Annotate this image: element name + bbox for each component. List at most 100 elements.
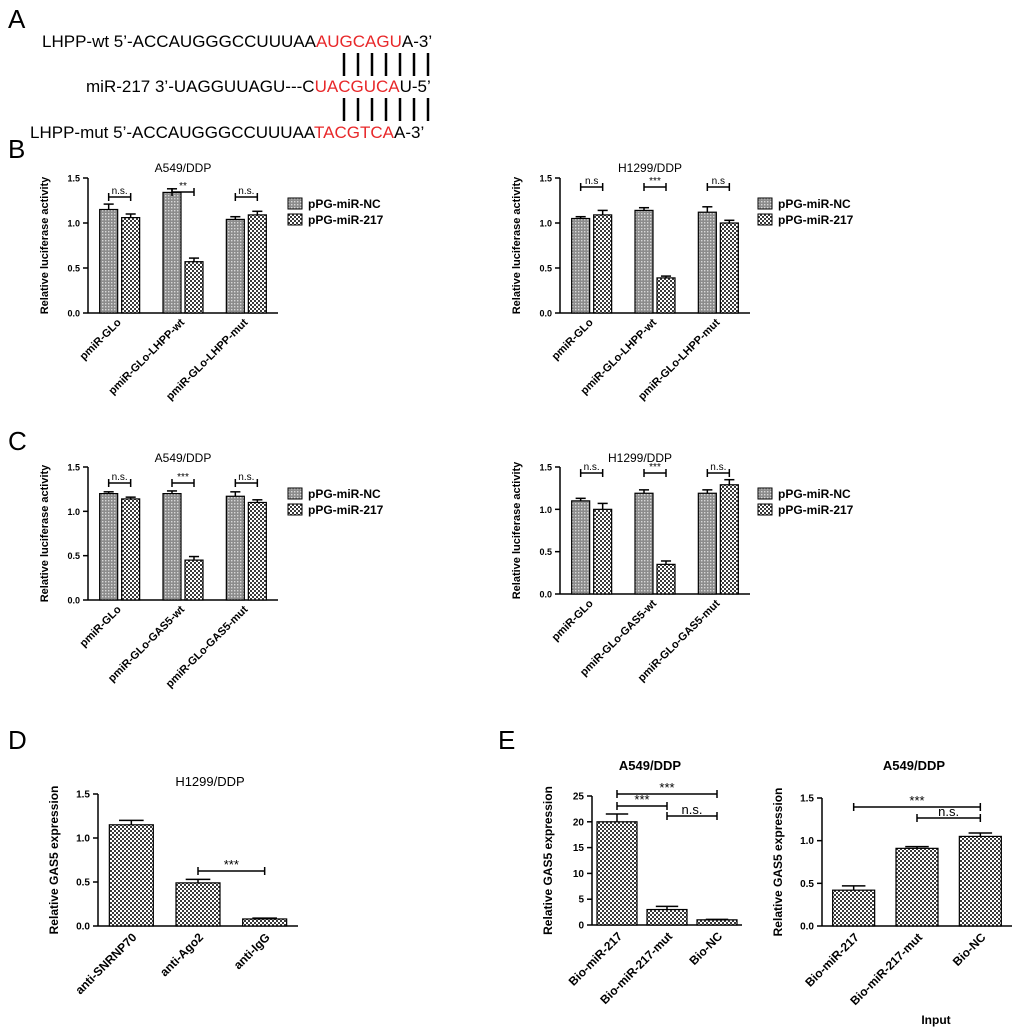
seq-mir-prefix: miR-217 3’-UAGGUUAGU---C — [86, 77, 315, 96]
y-tick-label: 0 — [578, 921, 584, 932]
panel-letter-a: A — [8, 4, 26, 34]
y-tick-label: 0.5 — [67, 264, 80, 274]
bar — [184, 559, 204, 601]
chart-c-h1299: H1299/DDP Relative luciferase activity 0.0… — [511, 451, 854, 684]
legend-swatch — [757, 213, 773, 226]
chart-b-h1299: H1299/DDP Relative luciferase activity 0.0… — [511, 161, 854, 403]
bar — [895, 847, 939, 927]
y-tick-label: 1.5 — [67, 174, 80, 184]
y-tick-label: 1.0 — [539, 505, 552, 515]
seq-mir-suffix: U-5’ — [399, 77, 431, 96]
y-tick-label: 0.0 — [539, 309, 552, 319]
legend-swatch — [287, 213, 303, 226]
significance-label: *** — [649, 462, 661, 473]
x-tick-label: anti-SNRNP70 — [73, 930, 140, 997]
chart-title: A549/DDP — [155, 161, 212, 175]
panel-letter-c: C — [8, 426, 27, 456]
bar — [719, 484, 739, 595]
significance-label: n.s. — [112, 472, 128, 483]
bar — [596, 821, 638, 926]
y-tick-label: 1.0 — [800, 836, 814, 847]
legend-swatch — [287, 503, 303, 516]
significance-label: n.s — [712, 176, 725, 187]
bar — [162, 191, 182, 314]
chart-b-a549: A549/DDP Relative luciferase activity 0.0 0… — [39, 161, 384, 403]
significance-label: *** — [659, 780, 674, 795]
x-tick-label: Bio-NC — [686, 929, 725, 968]
y-tick-label: 0.0 — [67, 309, 80, 319]
y-axis-label: Relative luciferase activity — [511, 176, 523, 314]
seq-mut-highlight: TACGTCA — [314, 123, 394, 142]
y-tick-label: 1.5 — [67, 463, 80, 473]
bar — [108, 824, 154, 927]
legend-label: pPG-miR-NC — [308, 487, 381, 501]
legend-label: pPG-miR-NC — [778, 197, 851, 211]
bar — [184, 261, 204, 314]
x-tick-label: pmiR-GLo — [78, 603, 124, 649]
bar — [634, 492, 654, 595]
x-tick-label: pmiR-GLo — [550, 597, 596, 643]
seq-wt-highlight: AUGCAGU — [315, 32, 402, 51]
y-tick-label: 0.5 — [67, 551, 80, 561]
y-axis-label: Relative luciferase activity — [511, 461, 523, 599]
bar — [697, 211, 717, 314]
x-tick-label: pmiR-GLo — [78, 316, 124, 362]
x-tick-label: Bio-NC — [950, 930, 989, 969]
y-tick-label: 20 — [573, 817, 585, 828]
chart-c-a549: A549/DDP Relative luciferase activity 0.0 0… — [39, 451, 384, 690]
x-tick-label: pmiR-GLo — [550, 316, 596, 362]
bar — [121, 498, 141, 601]
y-tick-label: 15 — [573, 843, 585, 854]
legend-swatch — [757, 487, 773, 500]
y-tick-label: 0.0 — [76, 922, 90, 933]
bar — [593, 214, 613, 314]
bar — [225, 218, 245, 314]
panel-letter-d: D — [8, 725, 27, 755]
significance-label: n.s. — [238, 472, 254, 483]
bar — [121, 216, 141, 314]
y-tick-label: 0.5 — [539, 264, 552, 274]
chart-title: A549/DDP — [883, 758, 945, 773]
y-tick-label: 1.5 — [539, 463, 552, 473]
bar — [593, 508, 613, 595]
y-tick-label: 25 — [573, 792, 585, 803]
y-axis-label: Relative luciferase activity — [39, 464, 51, 602]
panel-letter-e: E — [498, 725, 516, 755]
bar — [242, 918, 288, 927]
y-axis-label: Relative luciferase activity — [39, 176, 51, 314]
seq-wt-suffix: A-3’ — [401, 32, 433, 51]
y-tick-label: 1.0 — [76, 834, 90, 845]
x-tick-label: anti-IgG — [231, 930, 273, 972]
y-axis-label: Relative GAS5 expression — [47, 786, 61, 935]
base-pairing-lines — [342, 53, 430, 121]
chart-title: H1299/DDP — [608, 451, 672, 465]
legend-swatch — [287, 197, 303, 210]
bar — [656, 563, 676, 595]
x-tick-label: Bio-miR-217 — [802, 930, 862, 990]
bar — [634, 209, 654, 314]
y-tick-label: 0.5 — [76, 878, 90, 889]
legend-swatch — [287, 487, 303, 500]
y-tick-label: 0.5 — [800, 879, 814, 890]
significance-label: *** — [649, 176, 661, 187]
y-tick-label: 0.5 — [539, 547, 552, 557]
y-tick-label: 0.0 — [800, 922, 814, 933]
y-tick-label: 1.5 — [76, 790, 90, 801]
y-tick-label: 1.5 — [800, 794, 814, 805]
legend-label: pPG-miR-217 — [778, 213, 854, 227]
y-tick-label: 0.0 — [539, 590, 552, 600]
bar — [719, 222, 739, 314]
seq-mut-suffix: A-3’ — [393, 123, 425, 142]
y-tick-label: 10 — [573, 869, 585, 880]
chart-title: H1299/DDP — [618, 161, 682, 175]
chart-title: A549/DDP — [619, 758, 681, 773]
y-axis-label: Relative GAS5 expression — [541, 786, 555, 935]
chart-e-input: A549/DDP Relative GAS5 expression 0.0 0.5 1.… — [771, 758, 1012, 1027]
legend-label: pPG-miR-217 — [308, 213, 384, 227]
seq-lhpp-mut: LHPP-mut 5’-ACCAUGGGCCUUUAATACGTCAA-3’ — [30, 123, 424, 143]
y-tick-label: 5 — [578, 895, 584, 906]
bar — [99, 208, 119, 314]
y-tick-label: 1.0 — [67, 219, 80, 229]
bar — [247, 501, 267, 601]
